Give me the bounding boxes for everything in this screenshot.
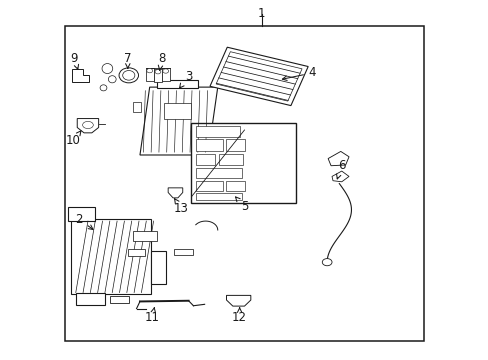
Bar (191, 123, 295, 203)
Bar (225, 181, 245, 192)
Ellipse shape (82, 121, 93, 129)
Text: 3: 3 (179, 70, 192, 88)
Bar (110, 296, 129, 303)
Bar (196, 126, 239, 137)
Text: 2: 2 (75, 213, 93, 229)
Text: 7: 7 (124, 52, 131, 68)
Ellipse shape (122, 71, 135, 80)
Polygon shape (140, 87, 217, 155)
Bar (154, 69, 162, 82)
Circle shape (146, 68, 152, 73)
Polygon shape (72, 69, 89, 82)
Text: 1: 1 (257, 8, 264, 21)
Bar (196, 181, 222, 192)
Bar (196, 193, 242, 201)
Text: 13: 13 (174, 199, 188, 215)
Text: 6: 6 (336, 159, 345, 179)
Ellipse shape (108, 76, 116, 83)
Text: 5: 5 (235, 197, 248, 213)
Bar (157, 80, 198, 88)
Ellipse shape (100, 85, 107, 91)
Polygon shape (331, 171, 348, 182)
Text: 4: 4 (282, 66, 316, 80)
Text: 10: 10 (66, 131, 81, 147)
Bar (76, 293, 105, 305)
Bar (132, 102, 141, 112)
Bar (164, 103, 191, 119)
Polygon shape (327, 152, 348, 166)
Bar (174, 249, 193, 255)
Text: 9: 9 (70, 52, 79, 69)
Bar (71, 219, 150, 294)
Text: 11: 11 (144, 308, 159, 324)
Polygon shape (226, 296, 250, 306)
Circle shape (322, 258, 331, 266)
Bar (127, 249, 144, 256)
Bar (225, 139, 245, 151)
Bar (196, 154, 215, 165)
Ellipse shape (102, 64, 113, 73)
Bar (196, 139, 222, 151)
Text: 12: 12 (232, 308, 246, 324)
Polygon shape (168, 188, 183, 198)
Text: 8: 8 (158, 52, 165, 71)
Bar (196, 168, 242, 178)
Bar (68, 207, 95, 221)
Bar (218, 154, 243, 165)
Bar (150, 251, 166, 284)
Bar (162, 68, 169, 81)
Circle shape (155, 69, 161, 74)
Ellipse shape (119, 68, 138, 83)
Bar (64, 26, 424, 341)
Bar (145, 68, 153, 81)
Polygon shape (209, 47, 307, 105)
Circle shape (163, 69, 168, 73)
Bar (132, 231, 157, 242)
Polygon shape (77, 118, 99, 133)
